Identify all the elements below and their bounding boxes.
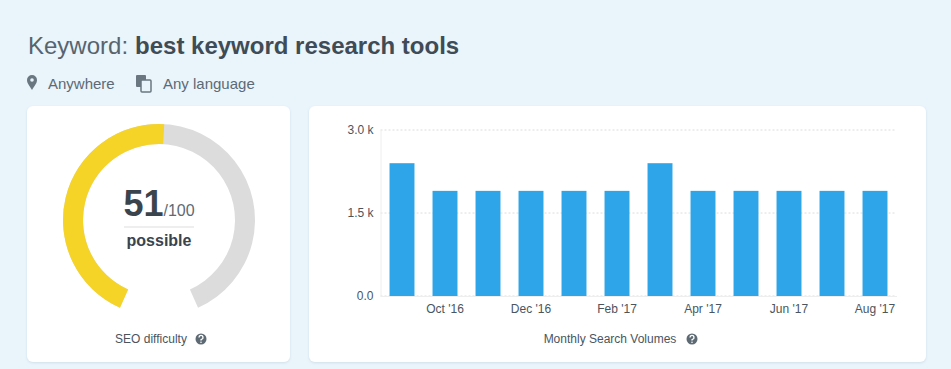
bar [648, 163, 673, 296]
x-tick: Feb '17 [597, 296, 637, 316]
gauge-divider [124, 227, 194, 228]
x-tick-label: Feb '17 [597, 302, 637, 316]
gauge [63, 124, 255, 308]
bar [476, 191, 501, 296]
keyword-prefix: Keyword: [28, 32, 128, 59]
bar [734, 191, 759, 296]
gauge-value-number: 51 [123, 183, 163, 224]
x-axis-line [381, 296, 897, 297]
gauge-rating: possible [127, 232, 192, 249]
x-tick: Dec '16 [511, 296, 552, 316]
x-tick: Oct '16 [426, 296, 464, 316]
x-tick: Jun '17 [770, 296, 809, 316]
background [0, 0, 951, 369]
x-tick-label: Jun '17 [770, 302, 809, 316]
language-text: Any language [163, 75, 255, 92]
x-tick-label: Aug '17 [855, 302, 896, 316]
bar [777, 191, 802, 296]
bar [562, 191, 587, 296]
y-axis-line [381, 131, 382, 297]
y-tick-label: 3.0 k [347, 123, 374, 137]
gauge-max-label: /100 [163, 202, 194, 219]
bar [390, 163, 415, 296]
y-tick-label: 1.5 k [347, 206, 374, 220]
bar [863, 191, 888, 296]
grid [381, 130, 897, 296]
grid-line [381, 213, 897, 214]
grid-line [381, 296, 897, 297]
language-icon [136, 75, 151, 92]
y-tick: 3.0 k [347, 123, 380, 137]
page: Keyword: best keyword research tools Anywh… [0, 0, 951, 369]
y-tick: 1.5 k [347, 206, 380, 220]
grid-line [381, 130, 897, 131]
x-tick-label: Oct '16 [426, 302, 464, 316]
gauge-track [63, 124, 255, 308]
help-icon [687, 334, 698, 345]
gauge-value-arc [63, 124, 164, 308]
y-tick: 0.0 [357, 289, 381, 303]
gauge-value: 51/100 [123, 183, 194, 224]
y-axis: 0.0 1.5 k 3.0 k [347, 123, 381, 303]
bars [390, 163, 888, 296]
bar [605, 191, 630, 296]
keyword-heading: Keyword: best keyword research tools [28, 32, 459, 59]
x-tick: Aug '17 [855, 296, 896, 316]
bar [519, 191, 544, 296]
bar [691, 191, 716, 296]
help-icon [196, 334, 207, 345]
x-tick-label: Dec '16 [511, 302, 552, 316]
chart-title: Monthly Search Volumes [544, 332, 677, 346]
gauge-title: SEO difficulty [115, 332, 187, 346]
location-icon [27, 75, 37, 90]
bar [433, 191, 458, 296]
x-axis: Oct '16 Dec '16 Feb '17 Apr '17 Jun '17 Aug '… [381, 296, 897, 316]
gauge-card [27, 106, 290, 362]
y-tick-label: 0.0 [357, 289, 374, 303]
keyword-text: best keyword research tools [135, 32, 459, 59]
bar [820, 191, 845, 296]
x-tick: Apr '17 [684, 296, 722, 316]
x-tick-label: Apr '17 [684, 302, 722, 316]
chart-card [309, 106, 926, 362]
location-text: Anywhere [48, 75, 115, 92]
